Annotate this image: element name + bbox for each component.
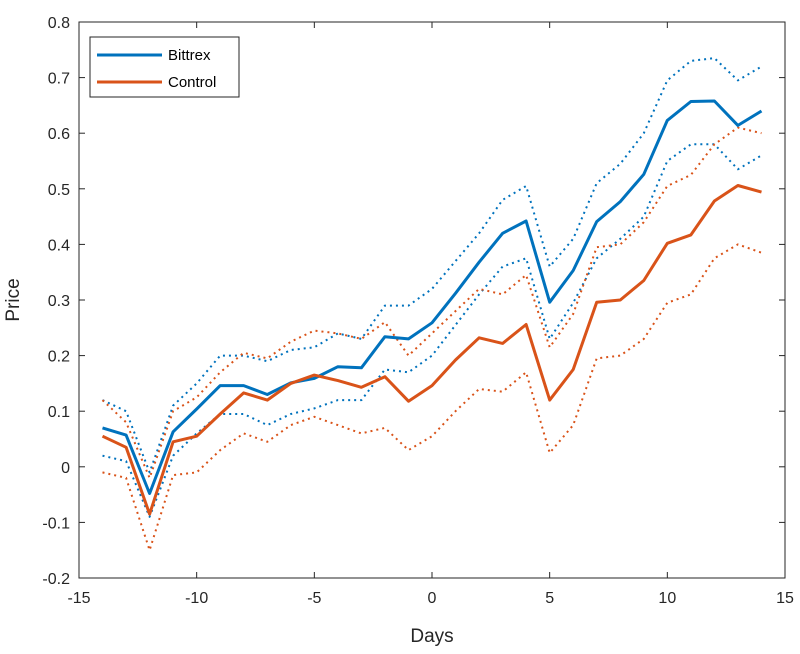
y-tick-label: 0.3 (48, 293, 70, 310)
x-tick-label: -15 (67, 590, 90, 607)
y-tick-label: 0.4 (48, 237, 70, 254)
x-tick-label: -5 (307, 590, 321, 607)
x-tick-label: 5 (545, 590, 554, 607)
y-tick-label: 0.2 (48, 349, 70, 366)
series-line-bittrex (102, 99, 763, 495)
x-tick-label: 10 (658, 590, 676, 607)
legend-box (89, 36, 240, 98)
series-layer (101, 57, 763, 552)
ticks-layer: -15 -10 -5 0 5 10 15 -0.2 -0.1 0 0.1 0.2 0.3 0.4 0.5 0.… (42, 15, 794, 607)
legend-label-control: Control (168, 74, 216, 91)
series-line-bittrex-upper-bound (102, 57, 763, 474)
y-tick-label: 0.6 (48, 126, 70, 143)
y-tick-label: -0.1 (42, 515, 70, 532)
legend: Bittrex Control (89, 36, 240, 98)
legend-label-bittrex: Bittrex (168, 47, 211, 64)
y-axis-label: Price (3, 278, 24, 321)
y-tick-label: 0 (61, 460, 70, 477)
y-tick-label: 0.5 (48, 182, 70, 199)
y-tick-label: 0.1 (48, 404, 70, 421)
y-tick-label: 0.7 (48, 71, 70, 88)
x-tick-label: 0 (428, 590, 437, 607)
series-line-control (101, 184, 762, 516)
y-tick-label: -0.2 (42, 571, 70, 588)
x-axis-label: Days (410, 626, 453, 647)
y-tick-label: 0.8 (48, 15, 70, 32)
x-tick-label: 15 (776, 590, 794, 607)
x-tick-label: -10 (185, 590, 208, 607)
